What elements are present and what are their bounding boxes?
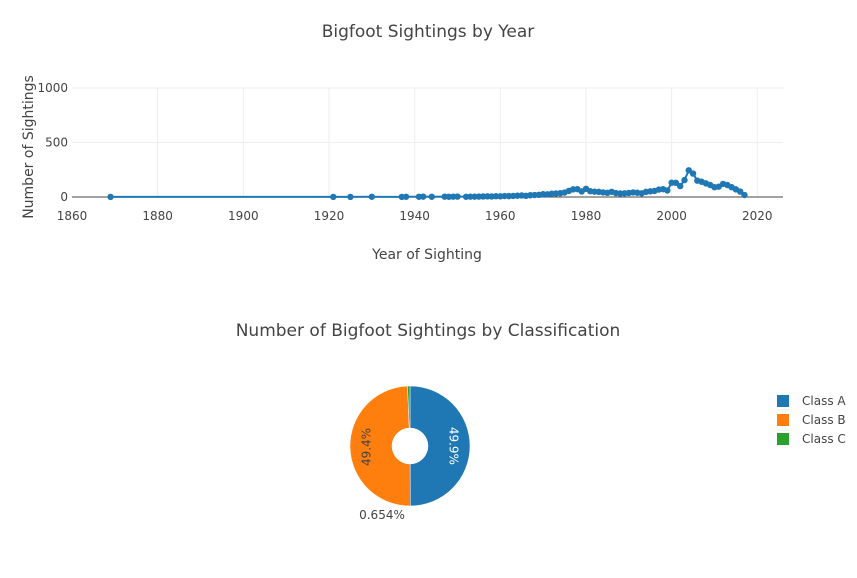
data-point xyxy=(689,170,697,177)
pie-slice xyxy=(409,385,471,507)
x-tick-label: 1940 xyxy=(399,209,430,223)
x-tick-label: 1980 xyxy=(571,209,602,223)
pie-slice xyxy=(349,385,411,507)
x-tick-label: 1920 xyxy=(314,209,345,223)
data-point xyxy=(677,182,684,190)
legend-label: Class B xyxy=(802,413,846,427)
y-tick-label: 0 xyxy=(60,190,68,204)
pie-percent-label: 0.654% xyxy=(359,508,405,522)
legend-label: Class C xyxy=(802,432,846,446)
data-point xyxy=(428,193,435,200)
data-point xyxy=(664,187,671,194)
x-tick-label: 1880 xyxy=(142,209,173,223)
x-tick-label: 1960 xyxy=(485,209,516,223)
y-tick-label: 1000 xyxy=(37,81,68,95)
line-chart-ylabel: Number of Sightings xyxy=(21,75,37,219)
data-point xyxy=(420,193,427,200)
pie-chart: 49.9% 49.4% 0.654% xyxy=(349,385,471,522)
pie-chart-title: Number of Bigfoot Sightings by Classific… xyxy=(236,321,621,341)
x-tick-label: 1860 xyxy=(57,209,88,223)
line-chart-title: Bigfoot Sightings by Year xyxy=(322,22,535,42)
pie-slice xyxy=(407,385,411,429)
line-chart-grid xyxy=(72,87,783,197)
data-point xyxy=(368,193,376,200)
y-tick-label: 500 xyxy=(45,136,68,150)
legend-item[interactable]: Class B xyxy=(777,413,846,427)
x-tick-label: 1900 xyxy=(228,209,259,223)
data-point xyxy=(681,176,688,184)
legend-item[interactable]: Class A xyxy=(777,394,846,408)
line-chart-xlabel: Year of Sighting xyxy=(371,247,482,263)
x-tick-label: 2020 xyxy=(742,209,773,223)
data-point xyxy=(107,193,114,201)
data-point xyxy=(736,188,744,195)
legend-swatch xyxy=(777,395,789,407)
data-point xyxy=(330,193,337,201)
pie-percent-label: 49.4% xyxy=(360,428,374,466)
data-point xyxy=(347,193,354,201)
data-point xyxy=(741,191,748,199)
legend-swatch xyxy=(777,414,789,426)
x-tick-label: 2000 xyxy=(656,209,687,223)
pie-legend[interactable]: Class A Class B Class C xyxy=(777,394,846,446)
pie-percent-label: 49.9% xyxy=(446,427,460,465)
data-point xyxy=(402,193,410,200)
legend-swatch xyxy=(777,433,789,445)
legend-label: Class A xyxy=(802,394,846,408)
legend-item[interactable]: Class C xyxy=(777,432,846,446)
data-point xyxy=(454,193,461,200)
line-chart-series xyxy=(107,167,748,201)
